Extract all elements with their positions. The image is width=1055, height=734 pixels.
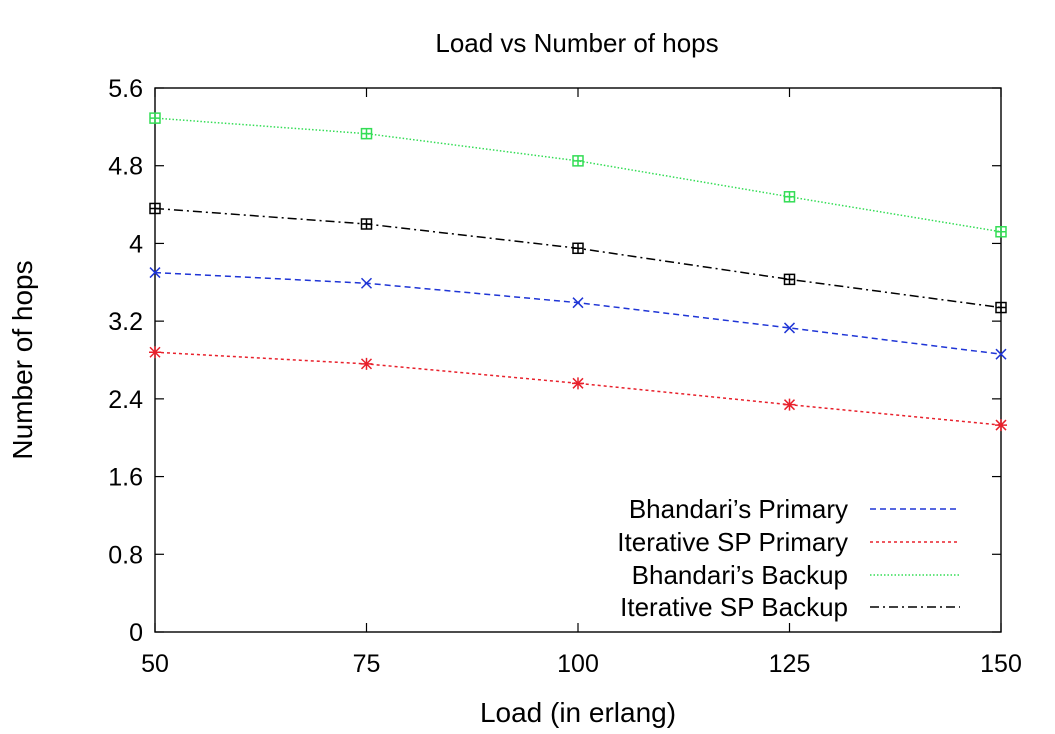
- y-tick-label: 3.2: [108, 308, 143, 336]
- x-tick-label: 75: [353, 650, 381, 678]
- data-point: [360, 127, 373, 140]
- x-tick-label: 125: [769, 650, 811, 678]
- data-point: [995, 226, 1007, 238]
- y-axis-label: Number of hops: [7, 260, 38, 459]
- y-tick-label: 2.4: [108, 386, 143, 414]
- x-tick-label: 100: [557, 650, 599, 678]
- data-point: [572, 155, 584, 167]
- data-point: [995, 301, 1007, 314]
- data-point: [149, 202, 161, 215]
- data-point: [783, 191, 796, 203]
- legend-label: Bhandari’s Primary: [629, 494, 848, 524]
- x-tick-label: 150: [980, 650, 1022, 678]
- y-tick-label: 0: [129, 619, 143, 647]
- x-axis-label: Load (in erlang): [480, 697, 676, 728]
- y-tick-label: 4.8: [108, 153, 143, 181]
- data-point: [572, 377, 584, 390]
- chart-title: Load vs Number of hops: [435, 28, 718, 58]
- data-point: [149, 346, 161, 359]
- x-tick-label: 50: [141, 650, 169, 678]
- series-line: [154, 271, 1002, 355]
- series-line: [154, 117, 1002, 233]
- data-point: [572, 242, 584, 255]
- y-tick-label: 0.8: [108, 541, 143, 569]
- data-point: [360, 277, 373, 289]
- data-point: [995, 348, 1007, 360]
- y-tick-label: 5.6: [108, 75, 143, 103]
- data-point: [572, 297, 584, 309]
- data-point: [149, 112, 161, 124]
- y-tick-label: 1.6: [108, 464, 143, 492]
- data-point: [360, 218, 373, 230]
- data-point: [783, 322, 796, 334]
- legend-label: Iterative SP Primary: [617, 527, 848, 557]
- data-point: [360, 357, 373, 370]
- series-line: [154, 207, 1002, 309]
- plot-frame: [154, 87, 1002, 633]
- data-point: [783, 273, 796, 286]
- legend-label: Bhandari’s Backup: [632, 560, 848, 590]
- data-point: [149, 267, 161, 279]
- data-point: [783, 398, 796, 411]
- legend-label: Iterative SP Backup: [620, 592, 848, 622]
- data-point: [995, 419, 1007, 432]
- y-tick-label: 4: [129, 230, 143, 258]
